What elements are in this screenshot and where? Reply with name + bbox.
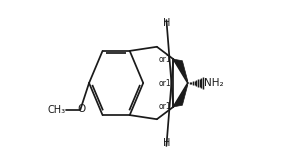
Polygon shape [173, 59, 188, 81]
Text: H: H [163, 137, 171, 148]
Text: or1: or1 [158, 55, 171, 64]
Polygon shape [173, 85, 188, 107]
Text: NH₂: NH₂ [204, 78, 223, 88]
Text: H: H [163, 18, 171, 29]
Text: or1: or1 [158, 102, 171, 111]
Text: or1: or1 [158, 79, 171, 87]
Text: O: O [78, 104, 86, 114]
Text: CH₃: CH₃ [47, 105, 66, 115]
